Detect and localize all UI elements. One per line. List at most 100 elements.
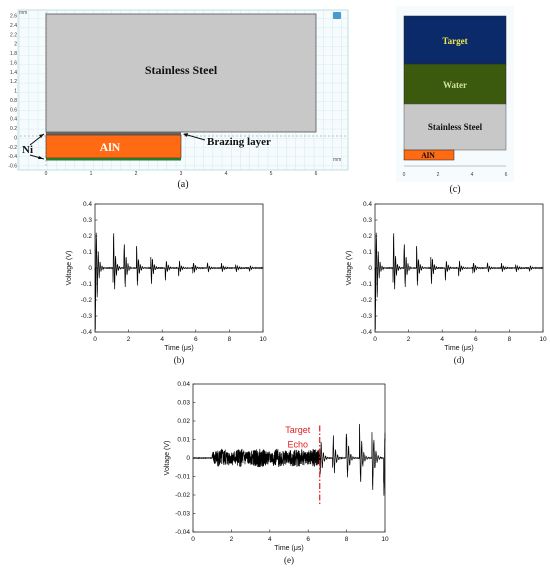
x-tick-label: 2: [230, 536, 234, 543]
x-tick-label: 10: [381, 536, 389, 543]
panel-a-y-tick: 0.2: [10, 126, 17, 132]
panel-a-y-tick: -0.2: [8, 145, 17, 151]
x-tick-label: 8: [228, 336, 232, 343]
ni-arrowhead-bottom: [38, 156, 44, 159]
chart-caption: (e): [284, 555, 294, 565]
y-tick-label: 0.2: [363, 233, 372, 240]
y-axis-label: Voltage (V): [164, 441, 171, 476]
x-tick-label: 4: [160, 336, 164, 343]
panel-a-x-tick: 1: [90, 171, 93, 177]
x-tick-label: 10: [539, 336, 547, 343]
y-axis-label: Voltage (V): [66, 251, 73, 286]
voltage-series-line: [374, 232, 544, 330]
panel-a-x-tick: 5: [270, 171, 273, 177]
steel-label-c: Stainless Steel: [428, 122, 483, 132]
panel-a-y-tick: 2.6: [10, 14, 17, 20]
target-layer: [403, 15, 507, 65]
panel-c: Target Water Stainless Steel AlN 0 2 4 6…: [396, 6, 514, 195]
panel-a-unit-x: mm: [333, 157, 341, 163]
panel-a: mm mm 2.6 2.4 2.2 2 1.8 1.6 1.4 1.2 1 0.8 0.6 0.4 0.…: [8, 9, 349, 190]
x-tick-label: 8: [345, 536, 349, 543]
water-layer: [403, 63, 507, 105]
y-tick-label: -0.4: [361, 329, 373, 336]
panel-a-x-tick: 6: [315, 171, 318, 177]
target-echo-label-1: Target: [285, 425, 311, 435]
x-tick-label: 6: [474, 336, 478, 343]
y-tick-label: -0.2: [81, 297, 93, 304]
x-tick-label: 10: [259, 336, 267, 343]
x-tick-label: 6: [306, 536, 310, 543]
y-tick-label: 0.1: [83, 249, 92, 256]
x-tick-label: 8: [508, 336, 512, 343]
panel-a-y-tick: 0.6: [10, 107, 17, 113]
y-tick-label: -0.1: [361, 281, 373, 288]
panel-a-y-tick: 1.8: [10, 51, 17, 57]
panel-a-x-tick: 2: [135, 171, 138, 177]
panel-c-tick-0: 0: [403, 172, 406, 178]
x-tick-label: 2: [127, 336, 131, 343]
y-tick-label: -0.3: [81, 313, 93, 320]
chart-b: 0.40.30.20.10-0.1-0.2-0.3-0.40 2 4 6 8 10Time…: [66, 201, 267, 365]
chart-d: 0.40.30.20.10-0.1-0.2-0.3-0.40 2 4 6 8 10Time…: [346, 201, 547, 365]
brazing-label: Brazing layer: [207, 136, 271, 148]
panel-a-y-tick: 0: [14, 135, 17, 141]
y-tick-label: 0.3: [83, 217, 92, 224]
panel-c-tick-2: 2: [437, 172, 440, 178]
x-tick-label: 0: [373, 336, 377, 343]
ni-label: Ni: [22, 144, 33, 156]
aln-label: AlN: [100, 140, 121, 154]
y-tick-label: 0.4: [363, 201, 372, 208]
target-label: Target: [442, 36, 467, 46]
x-tick-label: 4: [440, 336, 444, 343]
y-tick-label: 0: [186, 455, 190, 462]
panel-a-unit-y: mm: [19, 10, 27, 16]
panel-a-y-axis: 2.6 2.4 2.2 2 1.8 1.6 1.4 1.2 1 0.8 0.6 0.4 0.2 0 -0.2…: [8, 14, 17, 170]
target-echo-label-2: Echo: [287, 440, 308, 450]
ni-layer: [46, 158, 181, 161]
panel-a-x-axis: 0 1 2 3 4 5 6: [45, 171, 318, 177]
y-tick-label: 0.1: [363, 249, 372, 256]
x-tick-label: 2: [407, 336, 411, 343]
panel-a-x-tick: 4: [225, 171, 228, 177]
panel-a-y-tick: 2: [14, 42, 17, 48]
panel-a-y-tick: 1.2: [10, 79, 17, 85]
y-tick-label: -0.3: [361, 313, 373, 320]
x-tick-label: 4: [268, 536, 272, 543]
panel-a-y-tick: 1.6: [10, 60, 17, 66]
ni-arrowhead-top: [39, 134, 44, 138]
y-tick-label: 0.03: [177, 400, 190, 407]
panel-a-y-tick: -0.4: [8, 154, 17, 160]
y-tick-label: 0.04: [177, 381, 190, 388]
panel-a-y-tick: -0.6: [8, 164, 17, 170]
y-tick-label: -0.2: [361, 297, 373, 304]
x-tick-label: 0: [191, 536, 195, 543]
chart-e: 0.040.030.020.010-0.01-0.02-0.03-0.040 2 4…: [164, 381, 389, 565]
y-tick-label: 0: [88, 265, 92, 272]
y-tick-label: -0.03: [175, 511, 190, 518]
y-tick-label: 0.2: [83, 233, 92, 240]
brazing-arrowhead: [183, 133, 188, 137]
aln-layer-c: [403, 149, 455, 161]
y-tick-label: -0.04: [175, 529, 190, 536]
y-tick-label: 0.02: [177, 418, 190, 425]
stainless-steel-label: Stainless Steel: [145, 63, 218, 77]
aln-label-c: AlN: [421, 151, 435, 160]
y-tick-label: 0: [368, 265, 372, 272]
panel-a-y-tick: 0.4: [10, 117, 17, 123]
chart-caption: (d): [454, 355, 465, 365]
water-label: Water: [443, 80, 467, 90]
y-tick-label: -0.02: [175, 492, 190, 499]
y-tick-label: -0.01: [175, 474, 190, 481]
x-axis-label: Time (μs): [444, 345, 473, 352]
brazing-layer: [46, 132, 181, 135]
panel-a-y-tick: 1: [14, 89, 17, 95]
panel-a-x-tick: 3: [180, 171, 183, 177]
chart-caption: (b): [174, 355, 185, 365]
panel-c-tick-6: 6: [505, 172, 508, 178]
y-tick-label: -0.1: [81, 281, 93, 288]
x-axis-label: Time (μs): [274, 545, 303, 552]
voltage-series-line: [192, 423, 386, 496]
panel-a-y-tick: 2.4: [10, 23, 17, 29]
axis-orientation-icon: [333, 12, 341, 19]
panel-a-y-tick: 0.8: [10, 98, 17, 104]
